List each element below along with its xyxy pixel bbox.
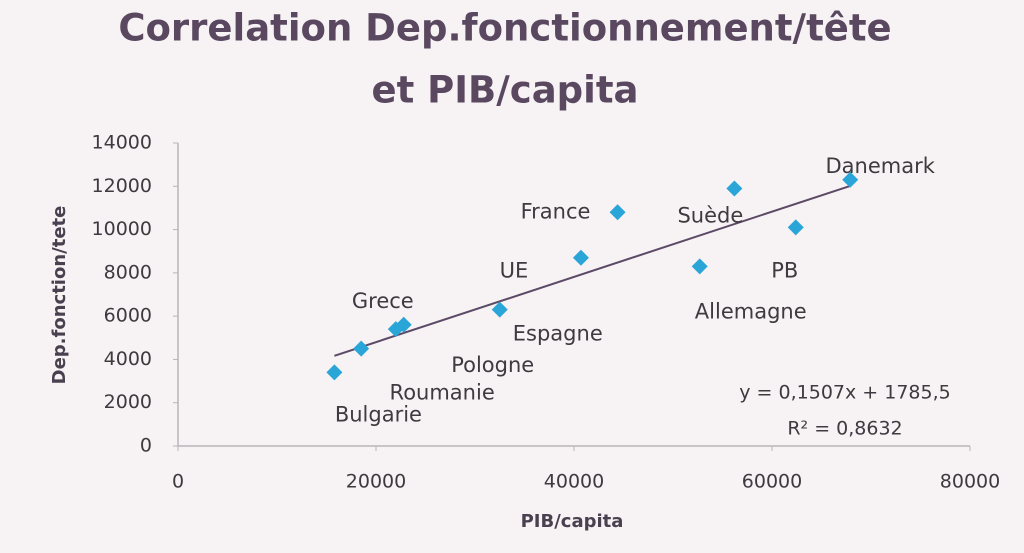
- point-label: Suède: [677, 203, 743, 227]
- trendline-equation: y = 0,1507x + 1785,5: [739, 382, 950, 404]
- chart-title: Correlation Dep.fonctionnement/tête: [118, 7, 891, 50]
- point-label: Espagne: [513, 322, 603, 346]
- y-tick-label: 4000: [104, 348, 152, 370]
- data-point: [395, 316, 412, 333]
- y-tick-label: 12000: [92, 175, 152, 197]
- data-point: [726, 180, 743, 197]
- data-point: [609, 204, 626, 221]
- x-tick-label: 80000: [940, 471, 1000, 493]
- point-label: Roumanie: [390, 381, 495, 405]
- data-point: [842, 171, 859, 188]
- point-label: UE: [500, 259, 529, 283]
- point-label: France: [521, 199, 591, 223]
- point-label: PB: [771, 258, 798, 282]
- x-tick-label: 20000: [346, 471, 406, 493]
- x-tick-label: 40000: [544, 471, 604, 493]
- point-label: Pologne: [451, 353, 534, 377]
- data-point: [787, 219, 804, 236]
- point-label: Allemagne: [695, 299, 807, 323]
- y-tick-label: 2000: [104, 391, 152, 413]
- y-tick-label: 14000: [92, 132, 152, 154]
- point-label: Danemark: [826, 154, 936, 178]
- y-tick-label: 6000: [104, 305, 152, 327]
- x-axis-title: PIB/capita: [521, 511, 624, 532]
- r-squared: R² = 0,8632: [787, 418, 902, 440]
- point-label: Bulgarie: [335, 402, 422, 426]
- chart-title: et PIB/capita: [372, 69, 639, 112]
- data-point: [353, 340, 370, 357]
- point-label: Grece: [352, 289, 414, 313]
- x-tick-label: 60000: [742, 471, 802, 493]
- y-tick-label: 8000: [104, 261, 152, 283]
- data-point: [691, 258, 708, 275]
- data-point: [326, 364, 343, 381]
- data-point: [491, 301, 508, 318]
- trendline: [334, 184, 851, 357]
- y-axis-title: Dep.fonction/tete: [49, 206, 70, 385]
- y-tick-label: 10000: [92, 218, 152, 240]
- x-tick-label: 0: [172, 471, 184, 493]
- data-point: [572, 249, 589, 266]
- y-tick-label: 0: [140, 435, 152, 457]
